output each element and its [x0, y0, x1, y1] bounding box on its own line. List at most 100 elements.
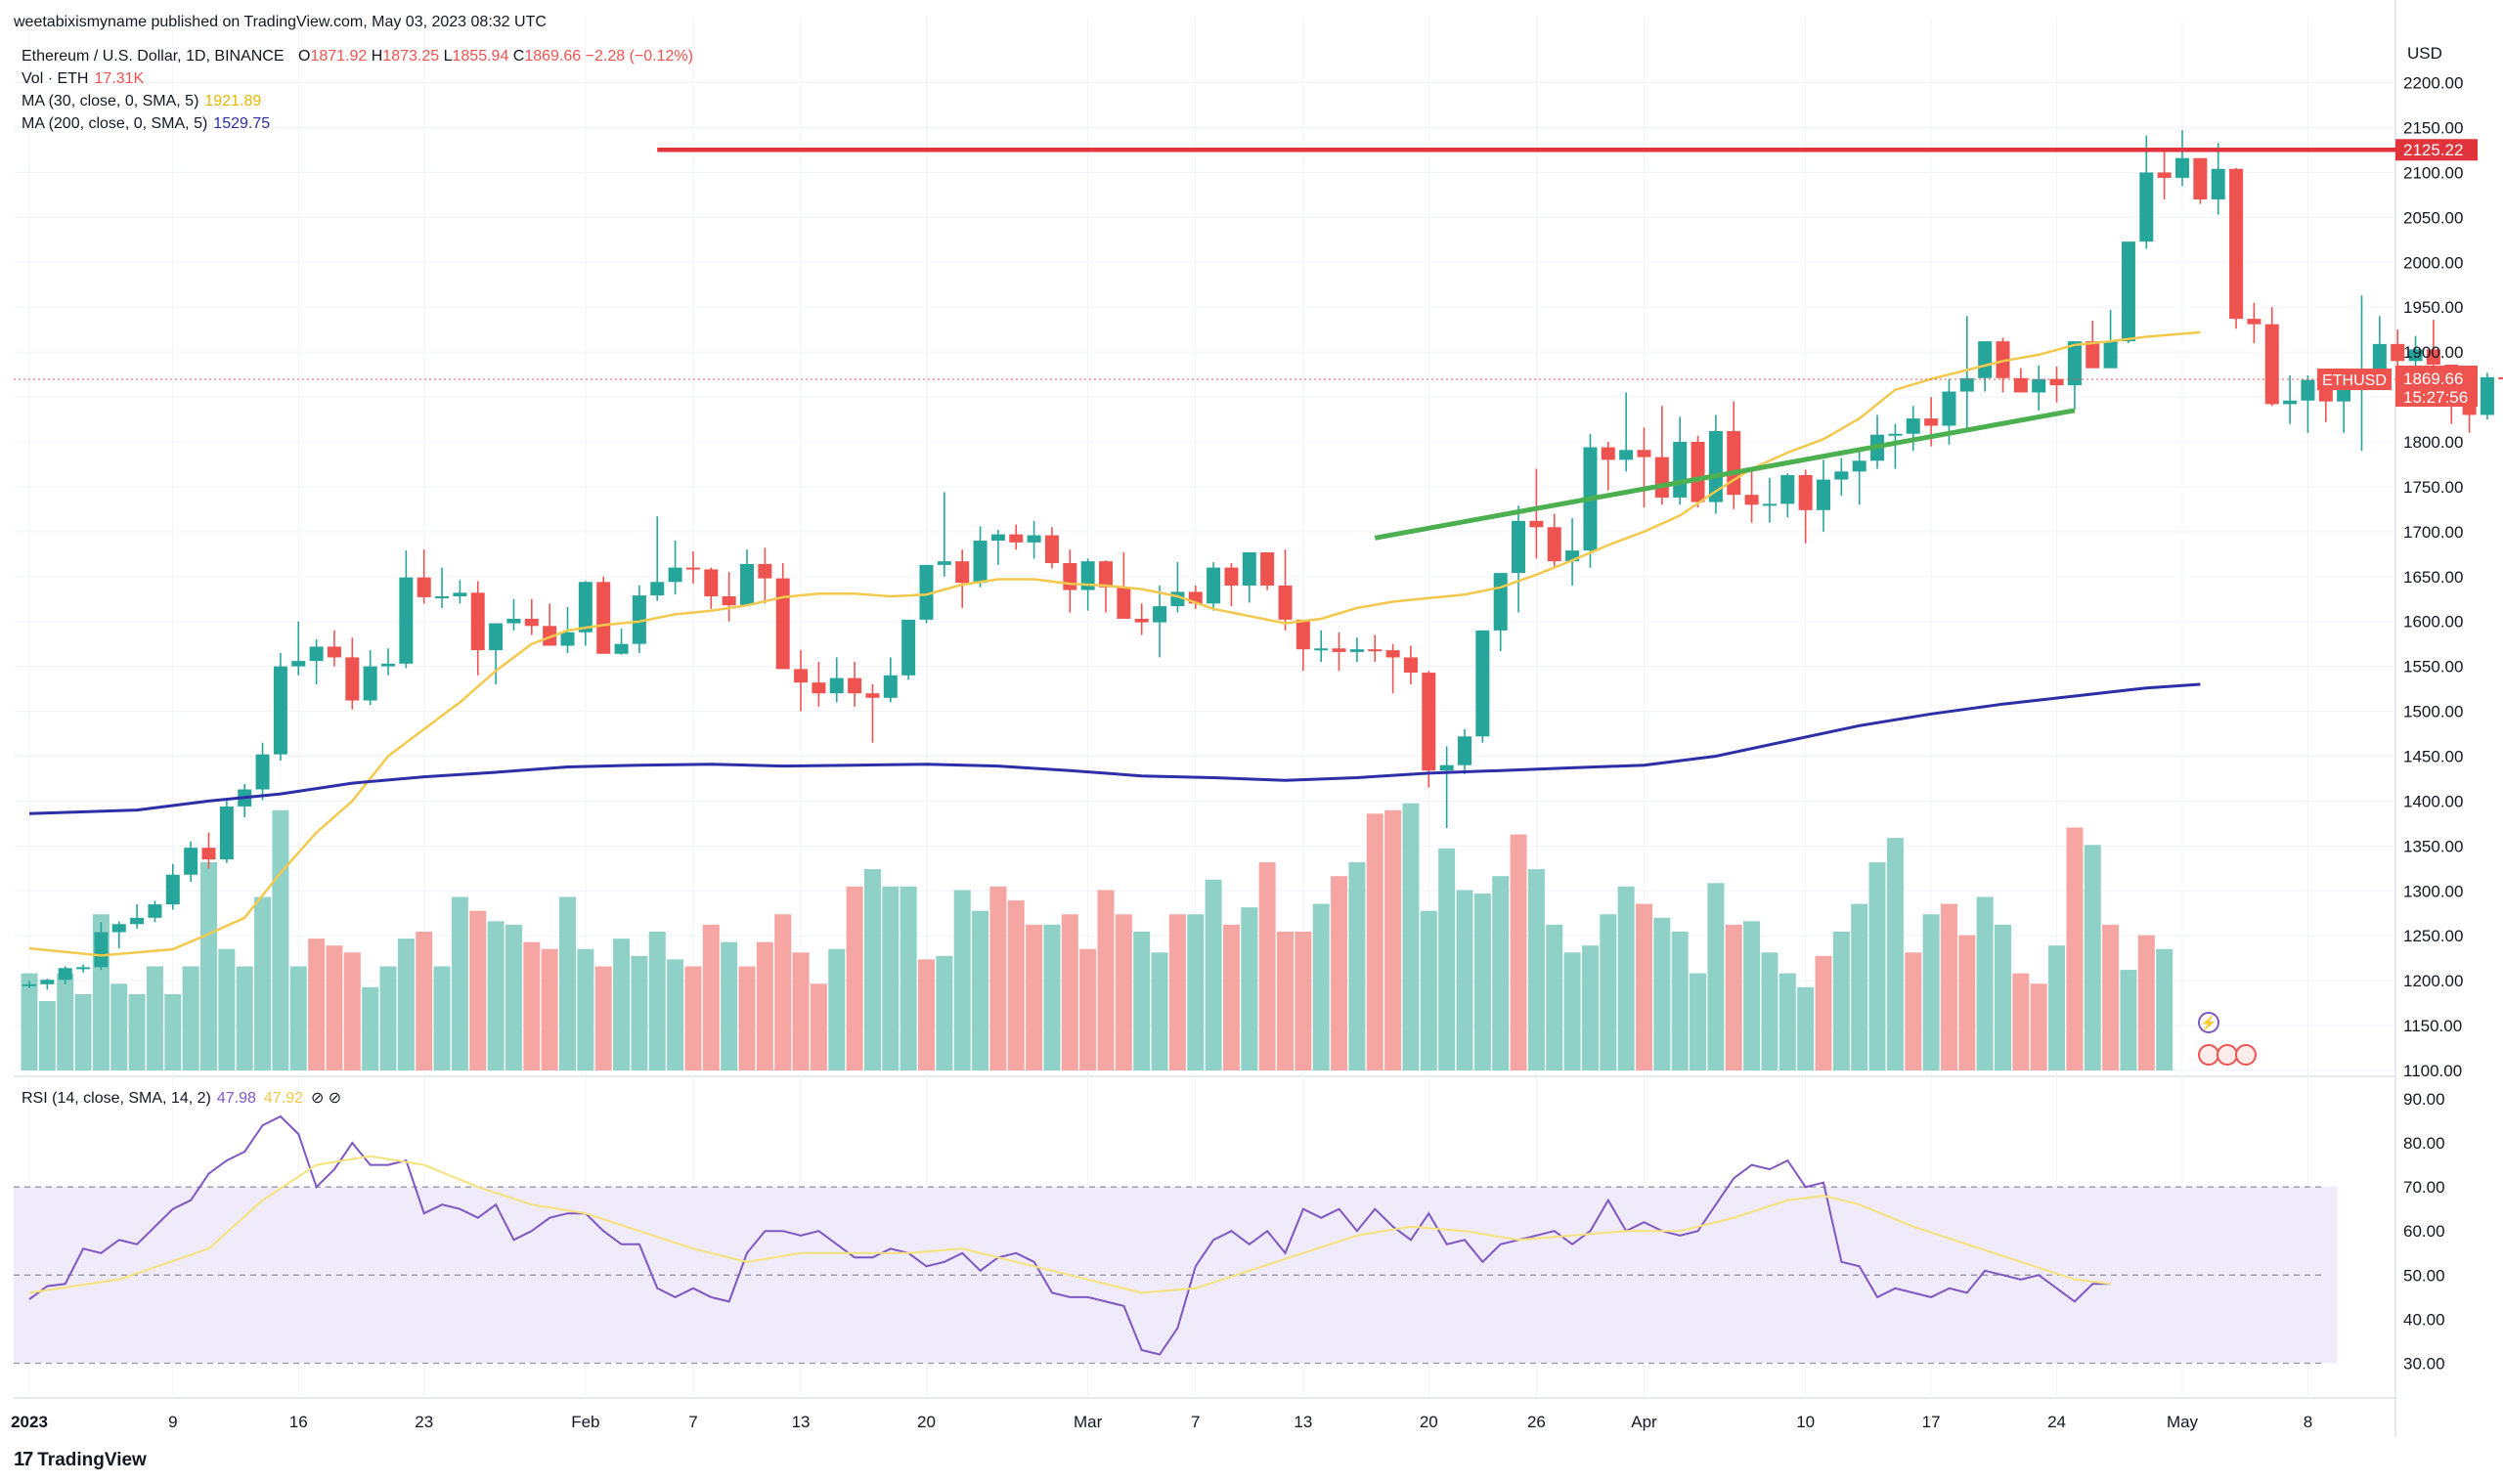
candle-body [2408, 349, 2423, 362]
time-tick-label: 7 [688, 1413, 697, 1431]
candle-body [1224, 567, 1239, 586]
candle-body [1601, 447, 1615, 460]
candle-body [327, 646, 341, 658]
candle-body [740, 563, 754, 606]
volume-bar [1366, 813, 1383, 1070]
volume-bar [1653, 917, 1671, 1070]
candle-body [1349, 649, 1364, 652]
volume-bar [828, 948, 846, 1070]
candle-body [1708, 430, 1723, 502]
candle-body [1458, 736, 1471, 765]
volume-bar [613, 938, 631, 1070]
volume-bar [2156, 948, 2174, 1070]
volume-bar [1940, 903, 1957, 1070]
ma30-legend[interactable]: MA (30, close, 0, SMA, 5) 1921.89 [22, 93, 261, 110]
candle-body [273, 666, 287, 755]
candle-body [363, 666, 377, 701]
candle-body [829, 677, 844, 694]
candle-body [2032, 378, 2046, 393]
candle-body [990, 534, 1005, 542]
candle-body [435, 595, 450, 598]
candle-body [1403, 657, 1418, 674]
symbol-tag-label: ETHUSD [2322, 372, 2387, 389]
candle-body [111, 924, 126, 933]
candle-body [1852, 460, 1866, 472]
rsi-levels [14, 1186, 2324, 1365]
rsi-tick-label: 90.00 [2403, 1090, 2445, 1109]
ma200-legend[interactable]: MA (200, close, 0, SMA, 5) 1529.75 [22, 115, 270, 133]
price-axis-unit: USD [2407, 44, 2442, 63]
axes: 2200.002150.002100.002050.002000.001950.… [11, 44, 2463, 1431]
candle-body [1924, 418, 1939, 426]
candle-body [722, 595, 736, 606]
candle-body [417, 577, 431, 597]
price-tick-label: 2150.00 [2403, 118, 2463, 137]
rsi-ma-line [28, 1155, 2111, 1294]
volume-bar [1617, 886, 1635, 1070]
hidden-eye-icon[interactable]: ⊘ ⊘ [310, 1090, 342, 1107]
candle-body [2301, 379, 2315, 401]
candle-body [1385, 650, 1400, 658]
volume-bar [953, 890, 971, 1070]
volume-label: Vol · ETH [22, 70, 89, 87]
volume-bar [505, 924, 522, 1070]
current-price-tag [2395, 366, 2478, 408]
candle-body [758, 563, 772, 579]
candlesticks [22, 130, 2503, 990]
volume-legend[interactable]: Vol · ETH 17.31K [22, 70, 144, 88]
volume-bar [416, 932, 433, 1070]
candle-body [1295, 619, 1310, 650]
event-flag-icon[interactable] [2235, 1044, 2257, 1066]
volume-bar [1690, 973, 1707, 1070]
rsi-legend[interactable]: RSI (14, close, SMA, 14, 2) 47.98 47.92 ⊘ ⊘ [22, 1088, 341, 1108]
time-tick-label: 20 [917, 1413, 936, 1431]
candle-body [1798, 474, 1813, 510]
candle-body [22, 983, 36, 986]
volume-bar [1797, 986, 1815, 1070]
volume-bar [21, 973, 38, 1070]
high-label: H [371, 48, 383, 65]
price-tick-label: 1250.00 [2403, 927, 2463, 945]
volume-bar [2102, 924, 2120, 1070]
candle-body [883, 675, 898, 698]
volume-bar [684, 966, 702, 1070]
close-value: 1869.66 [524, 48, 582, 65]
volume-bar [200, 862, 217, 1070]
volume-bar [972, 910, 989, 1070]
symbol-legend[interactable]: Ethereum / U.S. Dollar, 1D, BINANCE O187… [22, 48, 693, 65]
candle-body [1242, 551, 1256, 586]
open-label: O [297, 48, 311, 65]
price-tick-label: 1950.00 [2403, 298, 2463, 317]
volume-bar [1600, 914, 1617, 1070]
lightning-icon[interactable]: ⚡ [2198, 1012, 2219, 1033]
volume-bar [1815, 955, 1832, 1070]
volume-bar [721, 941, 738, 1070]
time-tick-label: May [2167, 1413, 2199, 1431]
close-label: C [512, 48, 525, 65]
candle-body [1314, 648, 1329, 651]
volume-bar [2120, 970, 2137, 1070]
volume-bar [469, 910, 487, 1070]
candle-body [2067, 341, 2082, 386]
volume-bar [1187, 914, 1205, 1070]
volume-bar [254, 896, 272, 1070]
rsi-tick-label: 40.00 [2403, 1310, 2445, 1329]
volume-bar [1886, 838, 1904, 1070]
volume-bar [1851, 903, 1868, 1070]
candle-body [2247, 319, 2261, 325]
candle-body [219, 806, 234, 860]
volume-bar [936, 955, 953, 1070]
volume-bar [1295, 932, 1312, 1070]
candle-body [1422, 673, 1436, 771]
candle-body [2121, 241, 2135, 342]
time-tick-label: 20 [1420, 1413, 1438, 1431]
volume-bar [1527, 869, 1545, 1070]
candle-body [1512, 520, 1526, 574]
ma200-label: MA (200, close, 0, SMA, 5) [22, 115, 208, 132]
tradingview-logo[interactable]: 17 TradingView [14, 1449, 147, 1471]
time-tick-label: 10 [1796, 1413, 1815, 1431]
volume-bar [1778, 973, 1796, 1070]
volume-bar [1510, 834, 1527, 1070]
candle-body [919, 564, 934, 620]
